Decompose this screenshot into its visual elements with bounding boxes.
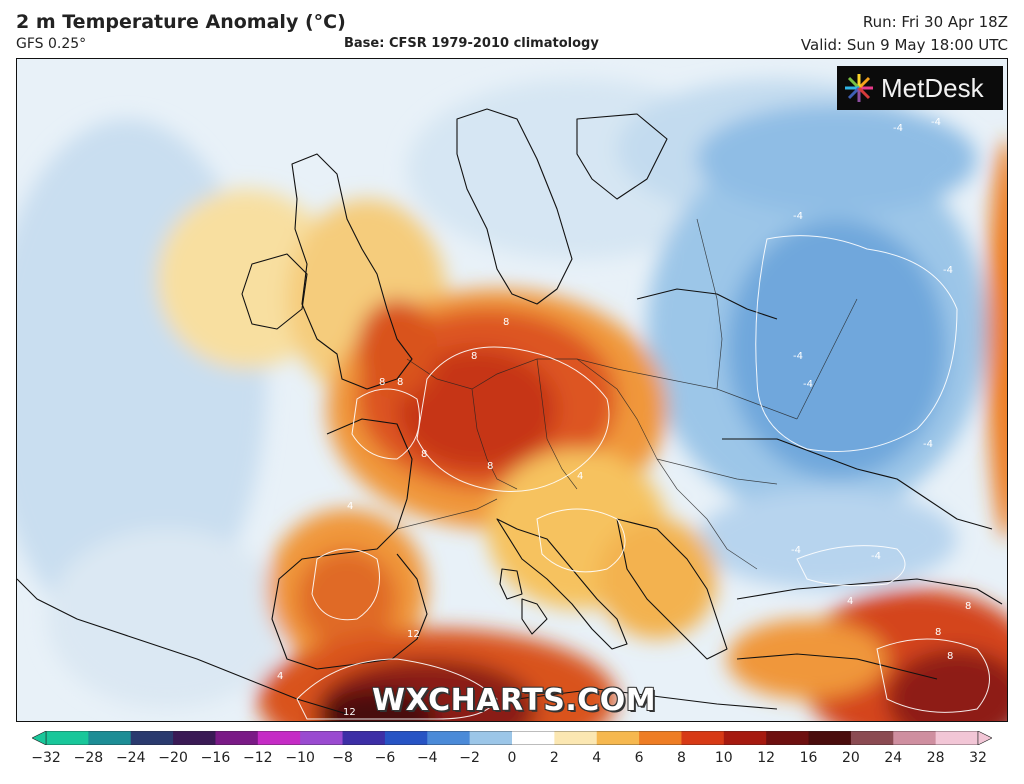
colorbar-segment <box>766 731 810 745</box>
colorbar-tick-label: 4 <box>592 750 602 766</box>
colorbar-tick-label: 16 <box>799 750 818 766</box>
colorbar-segment <box>46 731 89 745</box>
colorbar-tick-label: −28 <box>73 750 104 766</box>
colorbar-tick-label: 12 <box>757 750 776 766</box>
country-borders <box>396 218 858 570</box>
colorbar-tick-label: 24 <box>884 750 903 766</box>
model-label: GFS 0.25° <box>16 36 87 52</box>
metdesk-logo: MetDesk <box>837 66 1003 110</box>
contour-label: 4 <box>277 671 283 682</box>
colorbar-tick-label: −6 <box>374 750 396 766</box>
run-time-label: Run: Fri 30 Apr 18Z <box>862 13 1008 31</box>
contour-label: 4 <box>347 501 353 512</box>
colorbar-segment <box>215 731 259 745</box>
colorbar-segment <box>88 731 132 745</box>
colorbar <box>32 731 992 745</box>
contour-label: 8 <box>935 627 941 638</box>
contour-label: -4 <box>803 379 813 390</box>
contour-label: 8 <box>947 651 953 662</box>
colorbar-tick-label: 0 <box>507 750 517 766</box>
colorbar-segment <box>893 731 937 745</box>
contour-label: -4 <box>793 211 803 222</box>
valid-time-label: Valid: Sun 9 May 18:00 UTC <box>800 36 1008 54</box>
colorbar-segment <box>596 731 640 745</box>
colorbar-tick-label: 20 <box>841 750 860 766</box>
colorbar-segment <box>130 731 174 745</box>
colorbar-tick-label: 6 <box>634 750 644 766</box>
colorbar-segment <box>808 731 852 745</box>
colorbar-segment <box>257 731 301 745</box>
anomaly-map[interactable]: 8 8 8 8 8 8 4 4 4 4 12 12 8 8 8 -4 -4 -4… <box>16 58 1008 722</box>
contour-label: 8 <box>503 317 509 328</box>
map-canvas: 8 8 8 8 8 8 4 4 4 4 12 12 8 8 8 -4 -4 -4… <box>17 59 1007 721</box>
colorbar-segment <box>427 731 471 745</box>
colorbar-segment <box>554 731 598 745</box>
colorbar-segment <box>173 731 216 745</box>
metdesk-logo-text: MetDesk <box>881 72 984 103</box>
contour-label: 8 <box>965 601 971 612</box>
anomaly-contours <box>296 235 990 720</box>
colorbar-tick-label: −8 <box>332 750 353 766</box>
colorbar-tick-label: −16 <box>200 750 231 766</box>
contour-label: -4 <box>893 123 903 134</box>
metdesk-logo-icon <box>845 74 873 102</box>
colorbar-tick-label: −12 <box>243 750 273 766</box>
colorbar-tick-label: −2 <box>459 750 480 766</box>
colorbar-segment <box>935 731 979 745</box>
colorbar-segment <box>469 731 513 745</box>
contour-label: -4 <box>793 351 803 362</box>
contour-label: -4 <box>791 545 801 556</box>
colorbar-high-arrow <box>977 731 992 745</box>
contour-label: 8 <box>421 449 427 460</box>
contour-label: -4 <box>931 117 941 128</box>
colorbar-tick-label: −20 <box>158 750 188 766</box>
colorbar-tick-label: 32 <box>969 750 987 766</box>
contour-label: -4 <box>923 439 933 450</box>
colorbar-segment <box>850 731 894 745</box>
colorbar-segment <box>723 731 767 745</box>
colorbar-ticks: −32 −28 −24 −20 −16 −12 −10 −8 −6 −4 −2 0 2 4 6 8 10 12 16… <box>0 750 1024 770</box>
contour-label: 12 <box>407 629 420 640</box>
coastlines <box>17 108 1003 715</box>
colorbar-tick-label: 8 <box>676 750 686 766</box>
contour-label: 8 <box>487 461 493 472</box>
contour-label: 8 <box>471 351 477 362</box>
colorbar-low-arrow <box>32 731 47 745</box>
contour-label: 8 <box>397 377 403 388</box>
colorbar-tick-label: −4 <box>416 750 438 766</box>
colorbar-segment <box>681 731 725 745</box>
colorbar-segment <box>342 731 386 745</box>
contour-label: 4 <box>577 471 583 482</box>
contour-labels: 8 8 8 8 8 8 4 4 4 4 12 12 8 8 8 -4 -4 -4… <box>277 117 971 718</box>
colorbar-tick-label: −24 <box>115 750 146 766</box>
contour-label: 8 <box>379 377 385 388</box>
colorbar-tick-label: 2 <box>549 750 559 766</box>
colorbar-segment <box>512 731 555 745</box>
contour-label: 12 <box>343 707 356 718</box>
colorbar-tick-label: 10 <box>714 750 733 766</box>
base-climatology-label: Base: CFSR 1979-2010 climatology <box>344 36 599 51</box>
wxcharts-watermark: WXCHARTS.COM <box>372 683 657 718</box>
colorbar-tick-label: 28 <box>926 750 945 766</box>
chart-title: 2 m Temperature Anomaly (°C) <box>16 11 346 33</box>
colorbar-segment <box>384 731 428 745</box>
colorbar-segment <box>639 731 682 745</box>
contour-label: -4 <box>943 265 953 276</box>
colorbar-tick-label: −10 <box>285 750 315 766</box>
colorbar-tick-label: −32 <box>31 750 61 766</box>
contour-label: -4 <box>871 551 881 562</box>
colorbar-segment <box>300 731 344 745</box>
contour-label: 4 <box>847 596 853 607</box>
